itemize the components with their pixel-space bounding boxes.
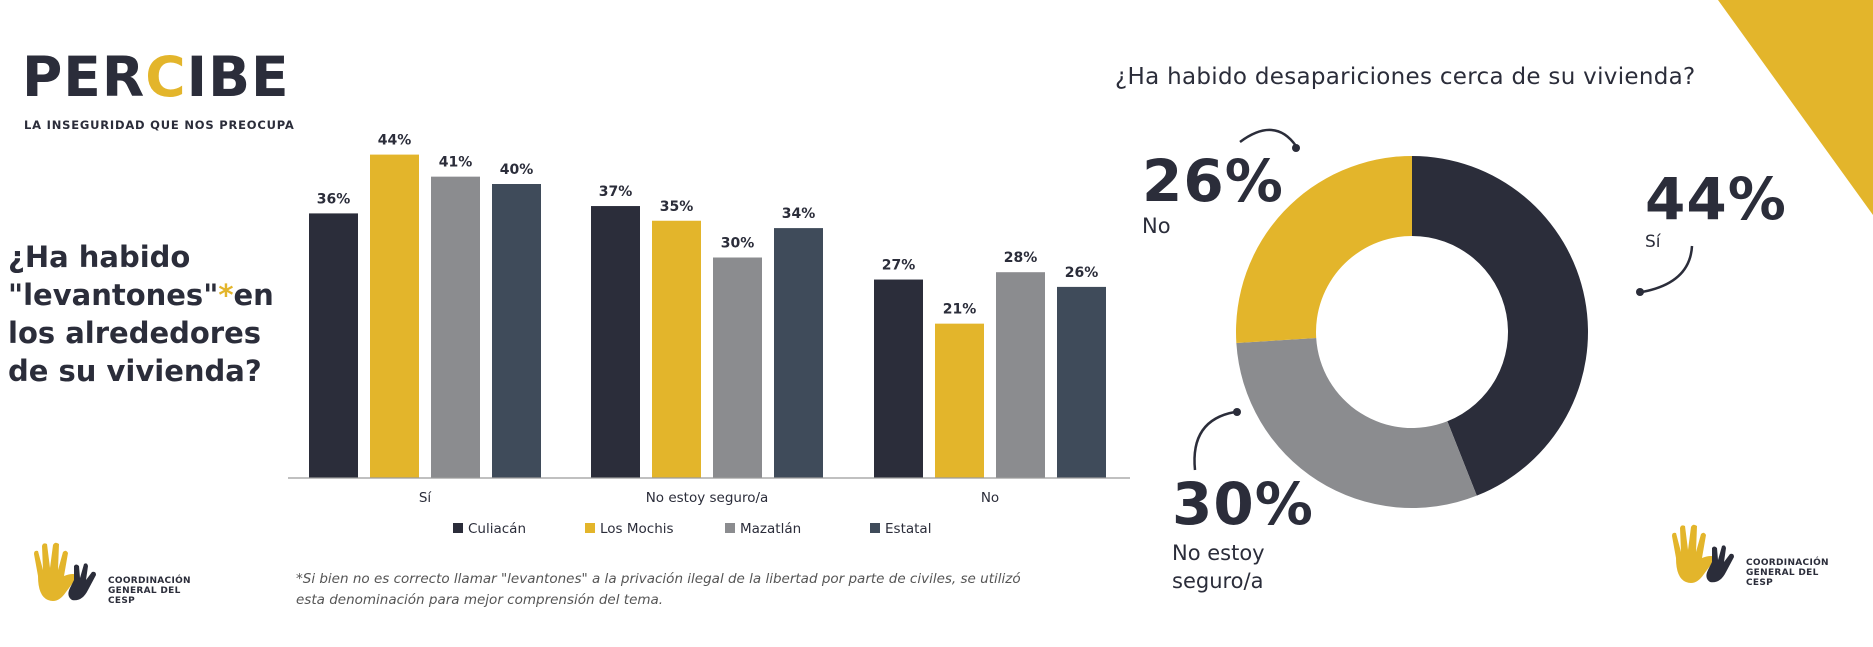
bar	[874, 279, 923, 478]
cesp-logo-right: COORDINACIÓN GENERAL DEL CESP	[1668, 522, 1829, 594]
left-question-levantones: "levantones"	[8, 278, 219, 312]
logo-text-ibe: IBE	[186, 45, 290, 109]
pct-value: 26	[1142, 147, 1225, 215]
bar	[431, 176, 480, 478]
legend-swatch	[725, 523, 735, 533]
bar-value-label: 40%	[500, 162, 534, 178]
cesp-line1: COORDINACIÓN	[1746, 558, 1829, 568]
cesp-line1: COORDINACIÓN	[108, 576, 191, 586]
legend-item-estatal: Estatal	[870, 521, 931, 537]
legend-swatch	[585, 523, 595, 533]
x-tick-label: No	[981, 490, 999, 506]
bar-value-label: 41%	[439, 155, 473, 171]
donut-slice	[1412, 156, 1588, 496]
cesp-text-right: COORDINACIÓN GENERAL DEL CESP	[1746, 558, 1829, 588]
bar	[1057, 286, 1106, 478]
donut-slice	[1236, 156, 1412, 344]
bar-value-label: 30%	[721, 236, 755, 252]
donut-label-si: 44% Sí	[1645, 170, 1787, 256]
legend-label: Estatal	[885, 521, 932, 537]
donut-text-no: No	[1142, 214, 1171, 238]
cesp-text-left: COORDINACIÓN GENERAL DEL CESP	[108, 576, 191, 606]
legend-label: Los Mochis	[600, 521, 674, 537]
bar	[774, 228, 823, 478]
legend-label: Mazatlán	[740, 521, 802, 537]
donut-pct-si: 44%	[1645, 165, 1787, 233]
logo-tagline: LA INSEGURIDAD QUE NOS PREOCUPA	[24, 118, 295, 132]
legend-swatch	[453, 523, 463, 533]
percibe-logo: PERCIBE	[22, 50, 290, 105]
donut-slice	[1236, 338, 1477, 509]
logo-text-per: PER	[22, 45, 146, 109]
pct-value: 44	[1645, 165, 1728, 233]
bar-value-label: 28%	[1004, 250, 1038, 266]
footnote-line2: esta denominación para mejor comprensión…	[296, 592, 664, 608]
footnote-line1: *Si bien no es correcto llamar "levanton…	[296, 571, 1021, 587]
donut-chart	[1236, 156, 1588, 509]
bar	[652, 220, 701, 478]
donut-label-no: 26% No	[1142, 152, 1284, 240]
bar	[591, 206, 640, 479]
bar	[492, 184, 541, 478]
bar	[935, 323, 984, 478]
logo-text-c: C	[145, 45, 187, 109]
left-question-line1: ¿Ha habido	[8, 240, 191, 274]
hands-icon	[34, 542, 96, 601]
cesp-line2: GENERAL DEL CESP	[108, 586, 181, 606]
bar-value-label: 37%	[599, 184, 633, 200]
bar	[309, 213, 358, 478]
left-question-line2: "levantones"*en	[8, 276, 274, 314]
legend-swatch	[870, 523, 880, 533]
bar-value-label: 26%	[1065, 265, 1099, 281]
left-question-line3: los alrededores	[8, 316, 262, 350]
x-tick-label: Sí	[419, 490, 433, 506]
donut-pct-no: 26%	[1142, 147, 1284, 215]
bar	[713, 257, 762, 478]
legend-item-culiacan: Culiacán	[453, 521, 526, 537]
cesp-line2: GENERAL DEL CESP	[1746, 568, 1819, 588]
bar-value-label: 21%	[943, 302, 977, 318]
pct-value: 30	[1172, 470, 1255, 538]
donut-pct-noseguro: 30%	[1172, 470, 1314, 538]
donut-label-noseguro: 30% No estoy seguro/a	[1172, 475, 1314, 595]
legend-item-mazatlan: Mazatlán	[725, 521, 801, 537]
x-tick-label: No estoy seguro/a	[646, 490, 769, 506]
cesp-logo-left: COORDINACIÓN GENERAL DEL CESP	[30, 540, 191, 612]
bar-value-label: 44%	[378, 133, 412, 149]
left-question-line4: de su vivienda?	[8, 354, 262, 388]
legend-item-los-mochis: Los Mochis	[585, 521, 674, 537]
donut-text-noseguro: No estoy seguro/a	[1172, 541, 1265, 593]
footnote: *Si bien no es correcto llamar "levanton…	[296, 569, 1021, 611]
bar	[370, 154, 419, 478]
left-question: ¿Ha habido "levantones"*en los alrededor…	[8, 238, 274, 390]
bar-value-label: 36%	[317, 191, 351, 207]
right-question: ¿Ha habido desapariciones cerca de su vi…	[1115, 64, 1696, 90]
bar-value-label: 35%	[660, 199, 694, 215]
bar	[996, 272, 1045, 478]
footnote-star: *	[218, 278, 234, 312]
left-question-en: en	[233, 278, 274, 312]
legend-label: Culiacán	[468, 521, 527, 537]
hands-icon	[1672, 524, 1734, 583]
bar-value-label: 27%	[882, 258, 916, 274]
bar-value-label: 34%	[782, 206, 816, 222]
